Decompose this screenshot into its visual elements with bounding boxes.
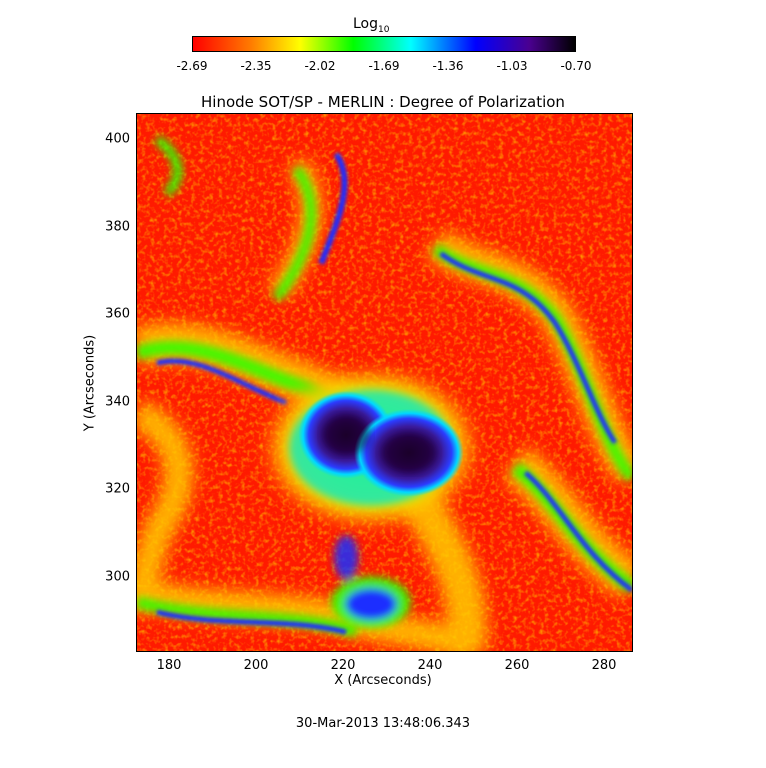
y-axis-label: Y (Arcseconds): [82, 334, 98, 432]
colorbar: [192, 36, 576, 52]
polarization-map: [136, 113, 633, 652]
y-tick-label: 400: [105, 131, 130, 147]
observation-timestamp: 30-Mar-2013 13:48:06.343: [295, 716, 471, 731]
x-axis-label: X (Arcseconds): [334, 673, 432, 688]
x-tick-label: 260: [504, 658, 530, 673]
colorbar-tick-label: -2.69: [176, 59, 208, 73]
x-tick-label: 200: [243, 658, 269, 673]
colorbar-tick-label: -0.70: [560, 59, 592, 73]
x-tick-label: 180: [156, 658, 182, 673]
y-tick-label: 300: [105, 569, 130, 585]
y-tick-label: 340: [105, 394, 130, 410]
y-tick-label: 360: [105, 306, 130, 322]
x-tick-label: 220: [330, 658, 356, 673]
colorbar-tick-label: -1.69: [368, 59, 400, 73]
y-tick-label: 320: [105, 481, 130, 497]
x-tick-label: 240: [417, 658, 443, 673]
colorbar-label: Log10: [353, 16, 390, 35]
y-tick-label: 380: [105, 219, 130, 235]
colorbar-tick-label: -1.03: [496, 59, 528, 73]
colorbar-tick-label: -1.36: [432, 59, 464, 73]
colorbar-tick-label: -2.35: [240, 59, 272, 73]
x-tick-label: 280: [591, 658, 617, 673]
colorbar-tick-label: -2.02: [304, 59, 336, 73]
plot-title: Hinode SOT/SP - MERLIN : Degree of Polar…: [201, 93, 565, 111]
